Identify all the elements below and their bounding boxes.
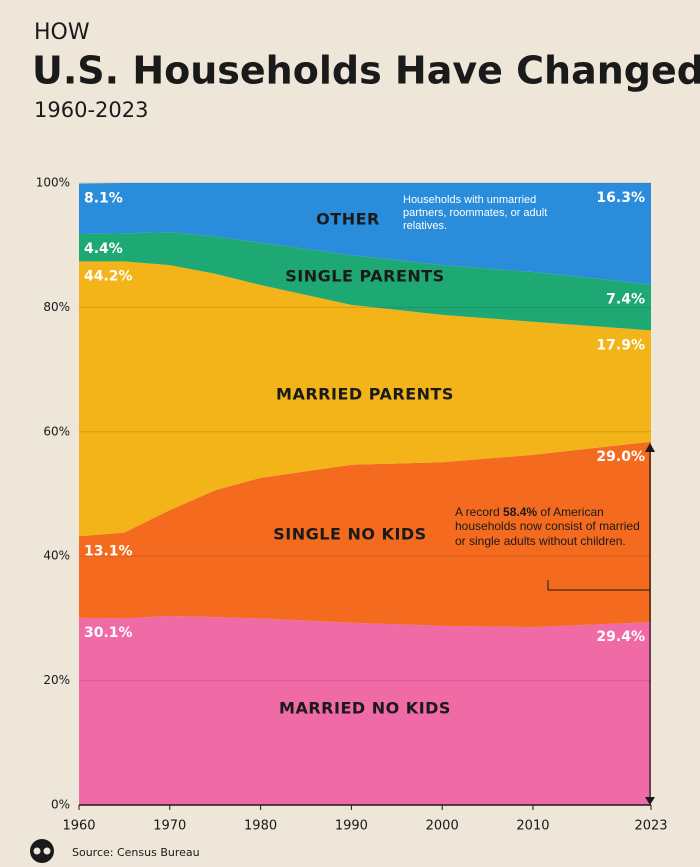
series-label: SINGLE NO KIDS: [273, 525, 426, 544]
value-label: 29.4%: [596, 629, 645, 645]
y-tick-label: 40%: [43, 549, 70, 563]
x-tick-label: 1980: [244, 819, 277, 834]
y-tick-label: 60%: [43, 424, 70, 438]
y-tick-label: 100%: [36, 176, 70, 190]
logo-eye: [33, 847, 41, 855]
value-label: 16.3%: [596, 190, 645, 206]
annotation-other: Households with unmarried partners, room…: [403, 194, 548, 233]
area: [79, 441, 651, 628]
areas: [79, 183, 651, 805]
series-label: MARRIED PARENTS: [276, 385, 454, 404]
value-label: 44.2%: [84, 268, 133, 284]
value-label: 29.0%: [596, 449, 645, 465]
annotation-record: A record 58.4% of American households no…: [455, 505, 645, 548]
logo-eye: [43, 847, 51, 855]
logo: [30, 839, 54, 863]
annotation-text: A record: [455, 505, 500, 519]
value-label: 13.1%: [84, 543, 133, 559]
chart-subtitle: 1960-2023: [34, 98, 148, 122]
value-label: 17.9%: [596, 337, 645, 353]
value-label: 8.1%: [84, 191, 123, 207]
series-label: OTHER: [316, 210, 380, 229]
x-tick-label: 1990: [335, 819, 368, 834]
area: [79, 261, 651, 537]
x-tick-label: 1970: [153, 819, 186, 834]
annotation-text: of American households now consist of ma…: [455, 505, 640, 548]
value-label: 7.4%: [606, 291, 645, 307]
source: Source: Census Bureau: [72, 846, 200, 859]
value-label: 30.1%: [84, 625, 133, 641]
x-tick-label: 2000: [426, 819, 459, 834]
y-tick-label: 80%: [43, 300, 70, 314]
series-label: SINGLE PARENTS: [285, 267, 444, 286]
annotation-bracket: [547, 580, 650, 591]
series-label: MARRIED NO KIDS: [279, 699, 451, 718]
area: [79, 615, 651, 805]
y-tick-label: 20%: [43, 673, 70, 687]
area: [79, 232, 651, 331]
y-tick-label: 0%: [51, 798, 70, 812]
value-label: 4.4%: [84, 241, 123, 257]
chart-title: U.S. Households Have Changed: [32, 49, 700, 93]
x-tick-label: 1960: [62, 819, 95, 834]
annotation-bold: 58.4%: [503, 505, 538, 519]
x-tick-label: 2010: [516, 819, 549, 834]
overlay: MARRIED NO KIDS 30.1% 29.4% SINGLE NO KIDS 1…: [36, 176, 668, 834]
x-tick-label: 2023: [634, 819, 667, 834]
area: [79, 183, 651, 285]
kicker: HOW: [34, 20, 90, 45]
